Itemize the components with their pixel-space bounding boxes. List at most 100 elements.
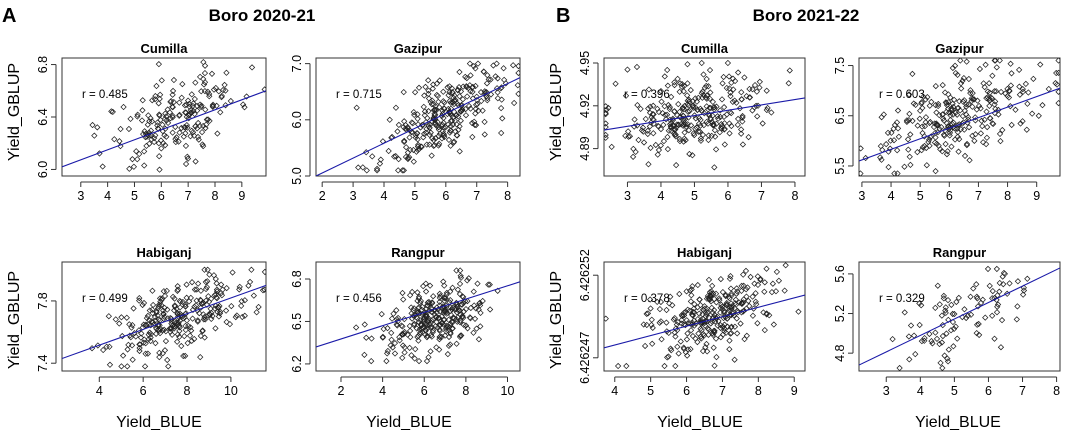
data-point <box>934 122 942 129</box>
y-tick-label: 6.426252 <box>578 249 592 301</box>
data-point <box>460 308 467 315</box>
data-point <box>654 151 661 158</box>
data-point <box>206 117 213 124</box>
data-point <box>472 105 479 113</box>
data-point <box>671 79 678 86</box>
data-point <box>494 75 501 82</box>
data-point <box>429 85 436 92</box>
data-point <box>935 142 942 149</box>
data-point <box>907 131 914 138</box>
data-point <box>702 322 709 329</box>
data-point <box>670 316 678 323</box>
x-tick-label: 8 <box>504 189 511 203</box>
data-point <box>99 163 106 170</box>
data-point <box>1019 88 1027 95</box>
data-point <box>186 332 194 339</box>
data-point <box>424 332 431 340</box>
y-tick-label: 6.8 <box>36 56 50 73</box>
data-point <box>127 334 134 341</box>
data-point <box>199 141 206 148</box>
data-point <box>947 94 954 101</box>
data-point <box>972 131 979 138</box>
data-point <box>449 99 456 106</box>
y-tick-label: 6.2 <box>290 355 304 372</box>
data-point <box>413 148 420 155</box>
data-point <box>470 329 477 336</box>
data-point <box>162 337 170 345</box>
data-point <box>515 62 520 70</box>
data-point <box>430 137 437 144</box>
data-point <box>210 86 218 93</box>
data-point <box>1016 83 1023 90</box>
data-point <box>939 115 947 122</box>
data-point <box>698 90 705 97</box>
data-point <box>907 322 915 329</box>
data-point <box>449 89 456 96</box>
data-point <box>440 98 447 105</box>
data-point <box>1013 316 1020 323</box>
y-tick-label: 5.6 <box>833 265 847 282</box>
plot-title: Cumilla <box>141 41 189 56</box>
x-tick-label: 6 <box>683 384 690 398</box>
data-point <box>482 89 489 96</box>
data-point <box>711 362 718 369</box>
data-point <box>717 304 724 311</box>
data-point <box>261 86 266 93</box>
data-point <box>933 109 940 116</box>
data-point <box>625 133 632 140</box>
data-point <box>728 305 735 312</box>
data-point <box>149 97 156 104</box>
data-point <box>706 289 714 296</box>
data-point <box>471 121 478 129</box>
data-point <box>447 329 454 336</box>
data-point <box>862 154 869 162</box>
data-point <box>189 129 197 136</box>
x-tick-label: 4 <box>104 189 111 203</box>
data-point <box>146 307 153 314</box>
data-point <box>703 75 710 83</box>
data-point <box>187 109 194 116</box>
data-point <box>969 103 976 110</box>
data-point <box>221 81 228 89</box>
data-point <box>156 166 163 173</box>
data-point <box>690 305 698 312</box>
data-point <box>727 285 735 292</box>
data-point <box>905 91 913 98</box>
x-tick-label: 6 <box>442 189 449 203</box>
data-point <box>686 107 693 115</box>
data-point <box>368 357 375 365</box>
data-point <box>688 292 695 299</box>
data-point <box>462 112 470 119</box>
data-point <box>189 315 196 322</box>
data-point <box>440 114 447 122</box>
data-point <box>949 100 956 107</box>
data-point <box>880 111 887 118</box>
data-point <box>233 312 241 319</box>
data-point <box>932 82 939 90</box>
data-point <box>645 105 652 112</box>
data-point <box>639 124 647 131</box>
x-tick-label: 9 <box>791 384 798 398</box>
data-point <box>130 305 137 312</box>
data-point <box>698 326 705 334</box>
data-point <box>213 102 220 109</box>
data-point <box>213 294 220 301</box>
data-point <box>957 107 964 114</box>
data-point <box>183 121 190 129</box>
data-point <box>923 162 930 169</box>
data-point <box>441 294 448 302</box>
data-point <box>410 307 417 314</box>
data-point <box>640 139 648 146</box>
plot-frame <box>858 57 1061 177</box>
data-point <box>675 100 682 108</box>
data-point <box>206 93 213 100</box>
data-point <box>859 170 864 176</box>
data-point <box>768 109 775 116</box>
data-point <box>954 125 961 132</box>
data-point <box>384 347 391 355</box>
plot-title: Habiganj <box>677 245 732 260</box>
data-point <box>450 97 458 104</box>
data-point <box>891 170 898 176</box>
data-point <box>912 101 919 109</box>
data-point <box>143 142 150 149</box>
